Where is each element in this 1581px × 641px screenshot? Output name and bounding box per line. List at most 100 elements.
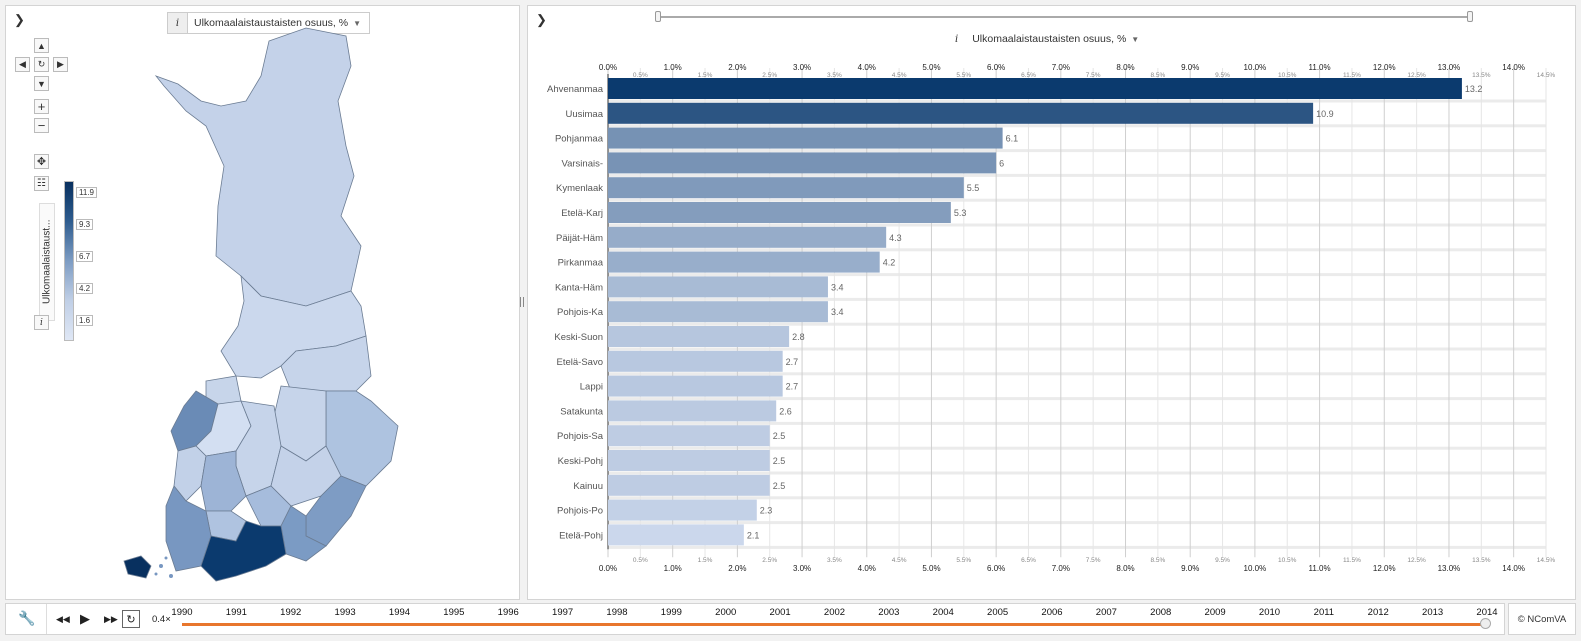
year-label[interactable]: 1996 (497, 607, 519, 618)
value-label: 2.5 (773, 456, 786, 466)
year-label[interactable]: 1990 (171, 607, 193, 618)
x-minor-tick-label-top: 14.5% (1537, 72, 1556, 79)
pan-down-button[interactable]: ▼ (34, 76, 49, 91)
year-label[interactable]: 2001 (769, 607, 791, 618)
legend-info-button[interactable]: i (34, 315, 49, 330)
chart-panel: ❯ i Ulkomaalaistaustaisten osuus, % ▼ 0.… (527, 5, 1576, 600)
divider (46, 604, 47, 634)
x-minor-tick-label-bottom: 10.5% (1278, 557, 1297, 564)
range-slider-left-handle[interactable] (655, 11, 661, 22)
speed-label[interactable]: 0.4× (152, 614, 171, 625)
year-label[interactable]: 1992 (280, 607, 302, 618)
year-label[interactable]: 2013 (1422, 607, 1444, 618)
year-label[interactable]: 2011 (1313, 607, 1335, 618)
category-label: Kymenlaak (556, 183, 603, 194)
category-label: Varsinais- (561, 158, 603, 169)
category-label: Ahvenanmaa (547, 84, 604, 95)
year-label[interactable]: 2004 (932, 607, 954, 618)
zoom-in-button[interactable]: + (34, 99, 49, 114)
value-label: 10.9 (1316, 109, 1334, 119)
chart-title: Ulkomaalaistaustaisten osuus, % (972, 33, 1127, 45)
map-variable-label: Ulkomaalaistaustaisten osuus, % (194, 17, 349, 29)
value-label: 2.5 (773, 431, 786, 441)
year-label[interactable]: 2008 (1150, 607, 1172, 618)
x-tick-label-top: 8.0% (1116, 63, 1134, 72)
info-icon[interactable]: i (955, 33, 959, 45)
panel-splitter[interactable] (520, 297, 524, 307)
year-label[interactable]: 2012 (1367, 607, 1389, 618)
x-tick-label-bottom: 0.0% (599, 564, 617, 573)
timeline-track[interactable] (182, 623, 1487, 626)
move-icon[interactable]: ✥ (34, 154, 49, 169)
legend-toggle-icon[interactable]: ☷ (34, 176, 49, 191)
timeline-bar: 🔧 ◀◀ ▶ ▶▶ ↻ 0.4× 1990 1991 1992 1993 1994 199… (5, 603, 1505, 635)
x-tick-label-top: 6.0% (987, 63, 1005, 72)
row-separator (608, 149, 1546, 153)
row-separator (608, 223, 1546, 227)
x-tick-label-top: 2.0% (728, 63, 746, 72)
finland-map[interactable] (6, 6, 521, 601)
pan-left-button[interactable]: ◀ (15, 57, 30, 72)
year-label[interactable]: 2005 (987, 607, 1009, 618)
map-variable-select[interactable]: i Ulkomaalaistaustaisten osuus, % ▼ (167, 12, 370, 34)
x-minor-tick-label-top: 0.5% (633, 72, 648, 79)
year-label[interactable]: 1998 (606, 607, 628, 618)
bar (608, 350, 783, 372)
year-label[interactable]: 2006 (1041, 607, 1063, 618)
year-label[interactable]: 2000 (715, 607, 737, 618)
pan-right-button[interactable]: ▶ (53, 57, 68, 72)
year-label[interactable]: 1997 (552, 607, 574, 618)
x-tick-label-top: 5.0% (922, 63, 940, 72)
reset-view-button[interactable]: ↻ (34, 57, 49, 72)
row-separator (608, 273, 1546, 277)
info-icon[interactable]: i (168, 13, 188, 33)
loop-icon[interactable]: ↻ (122, 610, 140, 628)
year-label[interactable]: 2007 (1095, 607, 1117, 618)
row-separator (608, 173, 1546, 177)
value-label: 2.3 (760, 506, 773, 516)
row-separator (608, 99, 1546, 103)
category-label: Satakunta (560, 406, 603, 417)
year-label[interactable]: 2002 (823, 607, 846, 618)
x-tick-label-bottom: 12.0% (1373, 564, 1396, 573)
year-label[interactable]: 2003 (878, 607, 900, 618)
value-label: 13.2 (1465, 84, 1483, 94)
bar (608, 276, 828, 298)
wrench-icon[interactable]: 🔧 (18, 610, 36, 626)
step-back-icon[interactable]: ◀◀ (56, 614, 70, 624)
legend-color-scale (64, 181, 74, 341)
x-tick-label-bottom: 7.0% (1052, 564, 1070, 573)
x-tick-label-top: 12.0% (1373, 63, 1396, 72)
year-label[interactable]: 2014 (1476, 607, 1498, 618)
x-minor-tick-label-bottom: 12.5% (1407, 557, 1426, 564)
timeline-handle[interactable] (1480, 618, 1491, 629)
x-minor-tick-label-bottom: 0.5% (633, 557, 648, 564)
value-label: 2.7 (786, 382, 799, 392)
year-label[interactable]: 2010 (1258, 607, 1281, 618)
chart-variable-select[interactable]: i Ulkomaalaistaustaisten osuus, % ▼ (955, 33, 1139, 45)
pan-up-button[interactable]: ▲ (34, 38, 49, 53)
zoom-out-button[interactable]: − (34, 118, 49, 133)
row-separator (608, 124, 1546, 128)
bar (608, 524, 744, 546)
region-lappi (154, 27, 362, 307)
x-minor-tick-label-bottom: 13.5% (1472, 557, 1491, 564)
year-label[interactable]: 1999 (660, 607, 682, 618)
collapse-icon[interactable]: ❯ (14, 12, 25, 27)
legend-stop: 1.6 (76, 315, 94, 326)
year-label[interactable]: 1994 (388, 607, 411, 618)
collapse-icon[interactable]: ❯ (536, 12, 547, 27)
year-label[interactable]: 1995 (443, 607, 465, 618)
row-separator (608, 397, 1546, 401)
step-forward-icon[interactable]: ▶▶ (104, 614, 118, 624)
bar (608, 177, 964, 199)
range-slider-right-handle[interactable] (1467, 11, 1473, 22)
year-label[interactable]: 2009 (1204, 607, 1226, 618)
category-label: Kainuu (573, 481, 603, 492)
range-slider-track[interactable] (658, 16, 1470, 18)
year-label[interactable]: 1993 (334, 607, 356, 618)
value-label: 6 (999, 158, 1004, 168)
play-icon[interactable]: ▶ (80, 611, 90, 626)
year-label[interactable]: 1991 (225, 607, 247, 618)
category-label: Etelä-Karj (561, 208, 603, 219)
